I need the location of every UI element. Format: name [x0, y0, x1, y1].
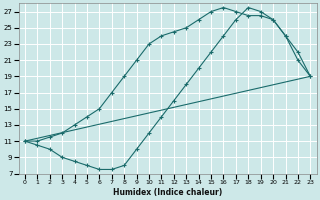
- X-axis label: Humidex (Indice chaleur): Humidex (Indice chaleur): [113, 188, 222, 197]
